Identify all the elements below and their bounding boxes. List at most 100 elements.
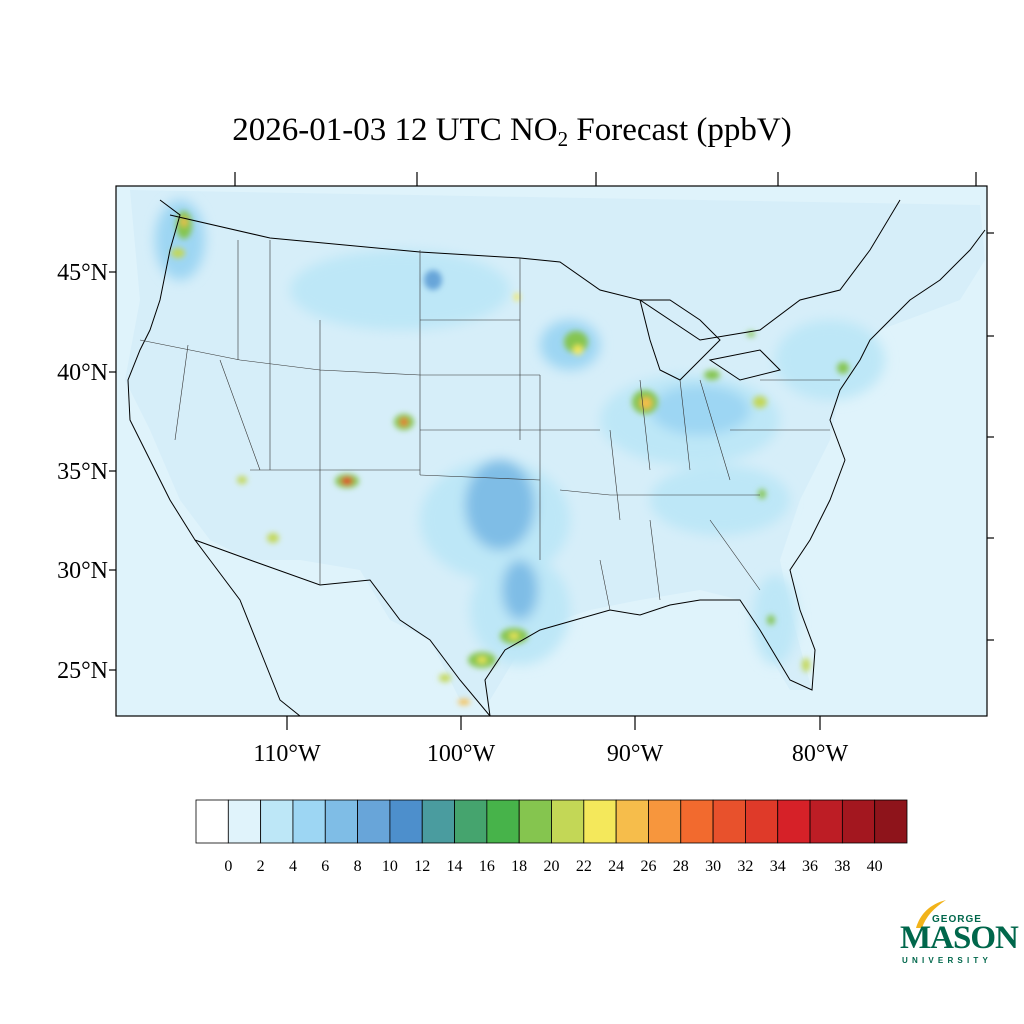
- colorbar-swatch: [615, 799, 649, 844]
- hotspot-sioux-falls: [514, 293, 520, 301]
- colorbar-swatch: [292, 799, 326, 844]
- regional-plumes: [155, 200, 885, 665]
- plume-pacific-nw: [155, 200, 205, 280]
- plume-indiana: [650, 385, 750, 435]
- hotspot-south-texas-core: [477, 657, 487, 663]
- hotspot-tampa: [767, 615, 775, 625]
- colorbar-label: 28: [673, 858, 689, 875]
- lat-label-35N: 35°N: [57, 459, 108, 485]
- concentration-field: [125, 190, 985, 705]
- hotspot-mexico: [458, 699, 470, 705]
- title-rest: Forecast (ppbV): [568, 112, 792, 148]
- axis-ticks: [109, 172, 994, 730]
- hotspot-atlanta: [758, 489, 766, 499]
- plume-oklahoma: [465, 460, 535, 550]
- hotspot-minneapolis-core: [573, 345, 583, 355]
- lat-label-30N: 30°N: [57, 558, 108, 584]
- hotspot-las-vegas: [237, 476, 247, 484]
- colorbar-label: 34: [770, 858, 786, 875]
- hotspot-detroit: [704, 370, 720, 380]
- logo-george: GEORGE: [932, 914, 982, 925]
- boundaries: [127, 199, 986, 716]
- great-lakes: [639, 299, 781, 381]
- colorbar-label: 16: [479, 858, 495, 875]
- colorbar-label: 22: [576, 858, 592, 875]
- colorbar-label: 36: [802, 858, 818, 875]
- hotspot-portland: [171, 248, 185, 258]
- colorbar-label: 2: [257, 858, 265, 875]
- colorbar-label: 4: [289, 858, 297, 875]
- title-main: 2026-01-03 12 UTC NO: [232, 112, 558, 148]
- colorbar-swatch: [874, 799, 908, 844]
- lon-label-90W: 90°W: [607, 741, 664, 767]
- colorbar-label: 40: [867, 858, 883, 875]
- lon-label-110W: 110°W: [253, 741, 321, 767]
- colorbar-swatch: [518, 799, 552, 844]
- colorbar-label: 32: [737, 858, 753, 875]
- urban-hotspots: [171, 211, 849, 705]
- colorbar-label: 6: [321, 858, 329, 875]
- colorbar-swatch: [227, 799, 262, 844]
- colorbar-swatch: [712, 799, 746, 844]
- gmu-logo: GEORGE MASON UNIVERSITY: [898, 898, 1019, 970]
- colorbar-swatch: [777, 799, 811, 844]
- plume-east-texas: [502, 560, 538, 620]
- colorbar-labels: 0 2 4 6 8 10 12 14 16 18 20 22 24 26 28 30 32 34 36 38 40: [224, 858, 882, 875]
- hotspot-monterrey: [439, 674, 451, 682]
- colorbar-swatch: [195, 799, 229, 844]
- hotspot-houston-core: [509, 633, 519, 639]
- colorbar-label: 26: [640, 858, 656, 875]
- longitude-labels: 110°W 100°W 90°W 80°W: [253, 741, 848, 767]
- lat-label-45N: 45°N: [57, 260, 108, 286]
- latitude-labels: 45°N 40°N 35°N 30°N 25°N: [57, 260, 108, 684]
- state-lines-central: [419, 258, 611, 611]
- east-coast: [829, 229, 986, 461]
- colorbar-label: 0: [224, 858, 232, 875]
- map-frame: [115, 185, 988, 717]
- colorbar-swatch: [260, 799, 294, 844]
- us-mexico-border: [194, 539, 491, 716]
- colorbar-swatch: [809, 799, 843, 844]
- colorbar-label: 8: [354, 858, 362, 875]
- hotspot-dakota: [424, 270, 442, 290]
- state-lines: [139, 240, 840, 611]
- lon-label-100W: 100°W: [427, 741, 496, 767]
- logo-university: UNIVERSITY: [902, 956, 993, 965]
- plume-north-plains: [290, 250, 510, 330]
- colorbar-swatch: [486, 799, 520, 844]
- hotspot-phoenix: [267, 533, 279, 543]
- colorbar-label: 12: [414, 858, 430, 875]
- colorbar-swatch: [357, 799, 391, 844]
- colorbar-swatch: [551, 799, 585, 844]
- plume-southeast: [650, 465, 790, 535]
- colorbar-label: 20: [544, 858, 560, 875]
- map-title: 2026-01-03 12 UTC NO2 Forecast (ppbV): [0, 112, 1024, 151]
- hotspot-pittsburgh: [753, 396, 767, 408]
- gulf-coast: [484, 459, 846, 716]
- colorbar-swatch: [389, 799, 423, 844]
- state-lines-west: [139, 240, 421, 585]
- hotspot-miami: [802, 658, 810, 672]
- colorbar-label: 10: [382, 858, 398, 875]
- colorbar-label: 24: [608, 858, 624, 875]
- colorbar-swatch: [454, 799, 488, 844]
- colorbar-swatch: [841, 799, 876, 844]
- colorbar-label: 30: [705, 858, 721, 875]
- west-coast: [127, 199, 301, 716]
- colorbar-swatch: [324, 799, 358, 844]
- hotspot-denver-core: [400, 418, 408, 426]
- hotspot-new-york: [837, 362, 849, 374]
- colorbar-label: 14: [447, 858, 463, 875]
- colorbar-swatch: [680, 799, 714, 844]
- colorbar-label: 18: [511, 858, 527, 875]
- colorbar-swatch: [648, 799, 682, 844]
- hotspot-toronto: [747, 331, 755, 337]
- colorbar: [195, 799, 908, 844]
- plume-northeast: [775, 320, 885, 400]
- lon-label-80W: 80°W: [792, 741, 849, 767]
- logo-mason: MASON: [900, 920, 1019, 956]
- colorbar-swatch: [745, 799, 779, 844]
- hotspot-four-corners-core: [341, 477, 353, 485]
- title-subscript: 2: [557, 127, 569, 151]
